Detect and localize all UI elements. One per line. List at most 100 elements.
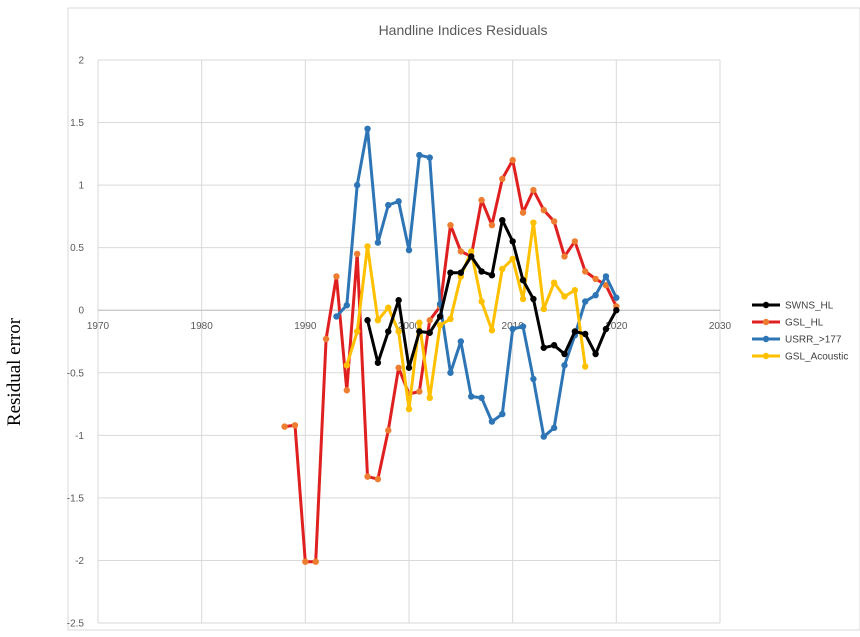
data-point — [426, 317, 433, 324]
data-point — [571, 238, 579, 245]
data-point — [499, 265, 506, 273]
data-point — [550, 279, 558, 286]
data-point — [582, 298, 589, 305]
data-point — [592, 275, 599, 283]
data-point — [561, 362, 568, 369]
series-SWNS_HL — [364, 216, 620, 371]
data-point — [468, 393, 475, 400]
data-point — [364, 317, 371, 324]
data-point — [488, 327, 496, 334]
data-point — [509, 238, 516, 245]
data-point — [582, 363, 589, 370]
data-point — [499, 175, 506, 183]
legend-swatch-marker — [762, 318, 770, 326]
legend-swatch-marker — [762, 301, 770, 309]
data-point — [374, 239, 382, 246]
series-line — [334, 127, 618, 439]
data-point — [364, 473, 371, 480]
y-tick-label: -2.5 — [67, 619, 85, 630]
data-point — [353, 328, 361, 335]
data-point — [602, 325, 610, 333]
legend-item: SWNS_HL — [752, 301, 834, 312]
data-point — [447, 269, 454, 276]
data-point — [540, 305, 547, 313]
data-point — [613, 294, 620, 301]
series-layer — [281, 125, 620, 565]
data-point — [519, 295, 527, 303]
data-point — [478, 394, 485, 401]
data-point — [561, 253, 568, 260]
data-point — [343, 387, 350, 394]
y-tick-labels: 2 1.5 1 0.5 0 -0.5 -1 -1.5 -2 -2.5 — [67, 56, 85, 630]
y-tick-label: -1.5 — [67, 493, 85, 504]
data-point — [530, 295, 537, 303]
data-point — [509, 325, 516, 333]
x-tick-label: 1970 — [87, 321, 110, 332]
data-point — [468, 253, 475, 260]
data-point — [374, 475, 382, 483]
data-point — [561, 293, 568, 300]
data-point — [333, 313, 340, 320]
data-point — [519, 323, 527, 330]
y-axis-title: Residual error — [4, 317, 25, 426]
legend-label: GSL_HL — [785, 318, 824, 329]
data-point — [499, 216, 506, 224]
x-tick-label: 2000 — [398, 321, 421, 332]
data-point — [447, 369, 454, 376]
data-point — [488, 271, 496, 279]
data-point — [426, 329, 433, 336]
data-point — [468, 248, 475, 255]
data-point — [550, 424, 558, 432]
data-point — [457, 248, 465, 255]
data-point — [488, 221, 496, 229]
data-point — [571, 287, 579, 294]
data-point — [519, 276, 527, 284]
x-tick-label: 2020 — [605, 321, 628, 332]
y-tick-label: 1 — [78, 181, 84, 192]
data-point — [343, 302, 350, 309]
data-point — [416, 328, 423, 335]
data-point — [509, 255, 516, 263]
data-point — [426, 154, 433, 161]
data-point — [540, 206, 547, 214]
data-point — [478, 196, 485, 204]
chart-title: Handline Indices Residuals — [379, 22, 548, 38]
data-point — [457, 338, 465, 345]
data-point — [416, 388, 423, 395]
data-point — [385, 427, 392, 434]
data-point — [343, 362, 350, 369]
data-point — [457, 269, 465, 276]
data-point — [613, 307, 620, 314]
x-tick-label: 1990 — [294, 321, 317, 332]
data-point — [530, 375, 537, 383]
legend-label: USRR_>177 — [785, 335, 842, 346]
data-point — [530, 219, 537, 226]
data-point — [592, 292, 599, 299]
data-point — [550, 218, 558, 225]
data-point — [281, 423, 288, 430]
legend-swatch-marker — [762, 335, 770, 343]
data-point — [592, 350, 599, 358]
y-tick-label: -2 — [75, 556, 84, 567]
data-point — [312, 558, 319, 565]
data-point — [478, 268, 485, 275]
data-point — [385, 304, 392, 311]
data-point — [291, 422, 299, 429]
data-point — [582, 330, 589, 338]
gridlines — [97, 59, 721, 624]
data-point — [530, 186, 537, 194]
data-point — [499, 410, 506, 418]
data-point — [436, 322, 444, 329]
y-tick-label: 0.5 — [70, 243, 84, 254]
legend-item: GSL_HL — [752, 318, 824, 329]
data-point — [447, 315, 454, 323]
data-point — [582, 268, 589, 275]
data-point — [405, 364, 413, 371]
data-point — [540, 344, 547, 351]
x-tick-label: 2030 — [709, 321, 732, 332]
data-point — [602, 282, 610, 289]
data-point — [395, 328, 402, 335]
data-point — [602, 273, 610, 280]
data-point — [302, 558, 309, 565]
